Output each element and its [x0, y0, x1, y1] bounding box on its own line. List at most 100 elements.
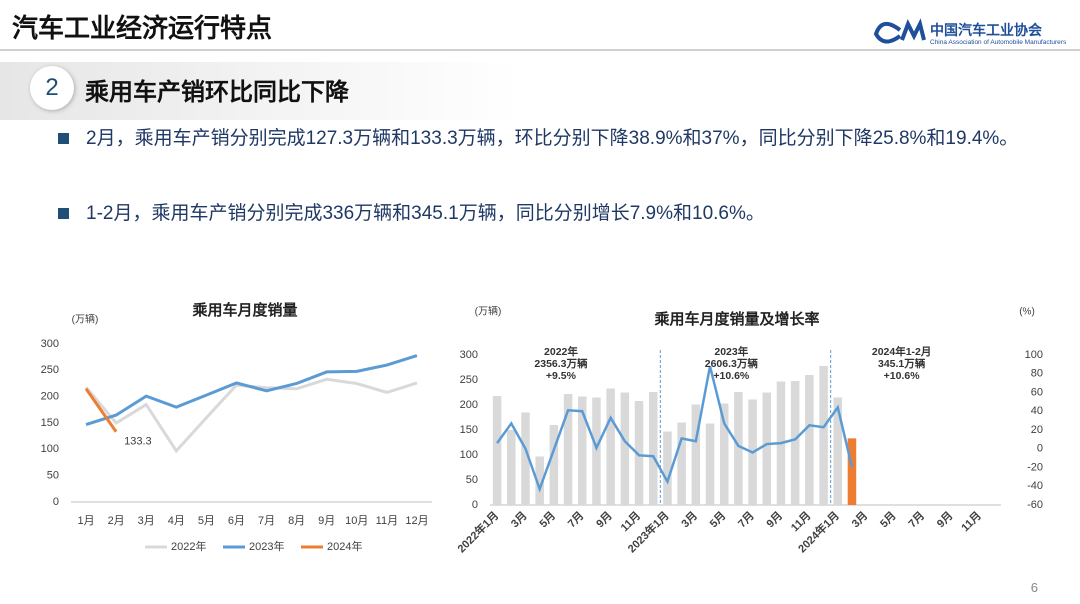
- bar: [691, 404, 701, 505]
- bar: [535, 456, 544, 505]
- bullet-marker: [58, 208, 69, 219]
- x-tick-label: 3月: [679, 509, 700, 530]
- annotation: 2356.3万辆: [534, 357, 588, 370]
- x-tick-label: 9月: [934, 509, 955, 530]
- logo-subtitle: China Association of Automobile Manufact…: [930, 39, 1067, 46]
- x-tick-label: 12月: [405, 515, 428, 527]
- bar: [578, 396, 587, 505]
- x-tick-label: 9月: [594, 509, 615, 530]
- y-tick-label: 300: [41, 338, 59, 350]
- x-tick-label: 11月: [959, 509, 984, 534]
- bullet-text: 1-2月，乘用车产销分别完成336万辆和345.1万辆，同比分别增长7.9%和1…: [86, 203, 765, 224]
- y2-tick-label: -20: [1027, 461, 1043, 473]
- bar: [648, 392, 658, 505]
- chart-title: 乘用车月度销量: [191, 301, 297, 319]
- annotation: +10.6%: [713, 370, 750, 382]
- bar: [492, 396, 502, 505]
- bar: [606, 388, 615, 505]
- annotation: +10.6%: [884, 370, 921, 382]
- x-tick-label: 7月: [565, 509, 586, 530]
- y2-tick-label: 20: [1031, 424, 1043, 436]
- bar: [677, 422, 686, 505]
- y-tick-label: 150: [41, 417, 59, 429]
- x-tick-label: 2月: [108, 515, 125, 527]
- y-tick-label: 250: [41, 364, 59, 376]
- line-series: [84, 387, 118, 433]
- page-number: 6: [1030, 580, 1038, 595]
- y-tick-label: 50: [466, 474, 478, 486]
- bar: [663, 431, 672, 505]
- x-tick-label: 5月: [537, 509, 558, 530]
- y-axis-label: (万辆): [475, 305, 502, 318]
- data-label: 133.3: [124, 436, 152, 448]
- section-number: 2: [30, 66, 74, 110]
- y2-tick-label: 100: [1025, 349, 1043, 361]
- x-tick-label: 11月: [618, 509, 643, 534]
- y2-axis-label: (%): [1019, 307, 1035, 318]
- line-series: [496, 365, 854, 493]
- annotation: 2023年: [714, 345, 748, 358]
- legend-label: 2023年: [249, 539, 284, 553]
- logo-name: 中国汽车工业协会: [930, 22, 1042, 38]
- section-title: 乘用车产销环比同比下降: [85, 79, 349, 106]
- bar: [634, 401, 644, 505]
- bar: [762, 392, 772, 505]
- logo-mark: [873, 18, 926, 44]
- y-tick-label: 150: [460, 424, 478, 436]
- x-tick-label: 11月: [788, 509, 813, 534]
- x-tick-label: 9月: [764, 509, 785, 530]
- y2-tick-label: 80: [1031, 368, 1043, 380]
- x-tick-label: 1月: [77, 515, 94, 527]
- annotation: 2022年: [544, 345, 578, 358]
- bar: [507, 430, 516, 505]
- x-tick-label: 3月: [508, 509, 529, 530]
- y-tick-label: 250: [460, 374, 478, 386]
- annotation: 2024年1-2月: [872, 345, 932, 358]
- x-tick-label: 3月: [138, 515, 155, 527]
- y-tick-label: 300: [460, 349, 478, 361]
- y2-tick-label: -40: [1027, 480, 1043, 492]
- bar: [620, 392, 630, 505]
- x-tick-label: 6月: [228, 515, 245, 527]
- x-tick-label: 5月: [877, 509, 898, 530]
- x-tick-label: 5月: [707, 509, 728, 530]
- legend-label: 2024年: [327, 539, 362, 553]
- y2-tick-label: 40: [1031, 405, 1043, 417]
- annotation: 345.1万辆: [878, 357, 926, 370]
- x-tick-label: 4月: [168, 515, 185, 527]
- bar: [790, 381, 800, 505]
- y-tick-label: 50: [47, 470, 59, 482]
- bar: [833, 397, 843, 505]
- x-tick-label: 9月: [318, 515, 335, 527]
- bar: [521, 412, 530, 505]
- y-tick-label: 200: [460, 399, 478, 411]
- x-tick-label: 10月: [345, 515, 368, 527]
- y-tick-label: 200: [41, 391, 59, 403]
- bar: [592, 397, 601, 505]
- bullet-marker: [58, 133, 69, 144]
- y-axis-label: (万辆): [72, 313, 99, 326]
- bar: [819, 366, 828, 505]
- chart-title: 乘用车月度销量及增长率: [653, 310, 819, 328]
- annotation: 2606.3万辆: [705, 357, 759, 370]
- x-tick-label: 11月: [376, 515, 398, 527]
- y2-tick-label: 60: [1031, 386, 1043, 398]
- bar: [719, 403, 729, 505]
- y-tick-label: 100: [41, 443, 59, 455]
- x-tick-label: 7月: [906, 509, 927, 530]
- legend-label: 2022年: [171, 539, 206, 553]
- bar: [847, 438, 857, 505]
- section-band: [0, 62, 520, 120]
- x-tick-label: 3月: [849, 509, 870, 530]
- header-title: 汽车工业经济运行特点: [12, 13, 273, 43]
- y2-tick-label: 0: [1037, 443, 1043, 455]
- x-tick-label: 7月: [735, 509, 756, 530]
- x-tick-label: 2022年1月: [454, 508, 501, 555]
- x-tick-label: 7月: [258, 515, 275, 527]
- x-tick-label: 5月: [198, 515, 215, 527]
- annotation: +9.5%: [546, 370, 577, 382]
- bar: [805, 375, 814, 505]
- y-tick-label: 0: [472, 499, 478, 511]
